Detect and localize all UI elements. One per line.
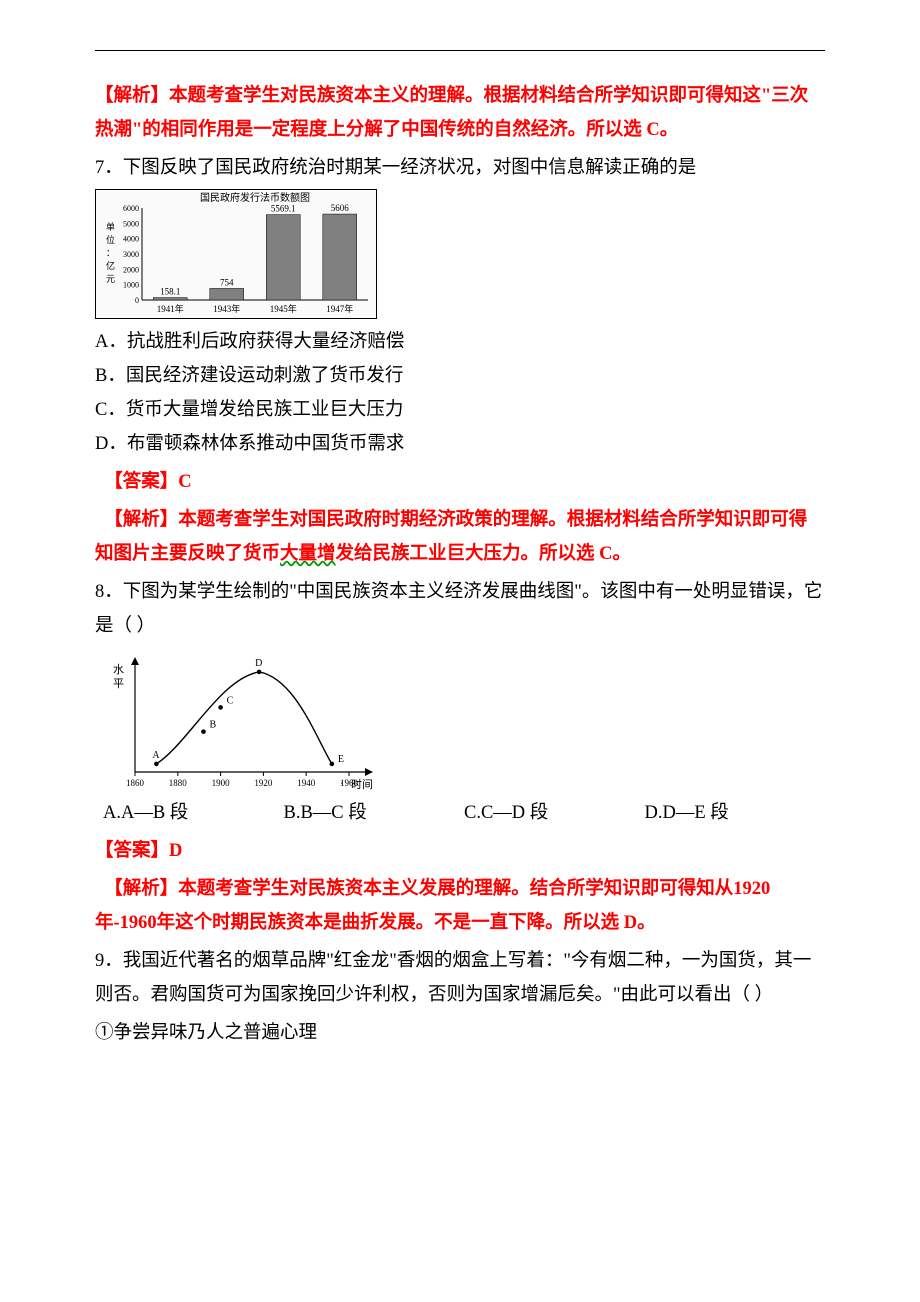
q7-opt-a: A．抗战胜利后政府获得大量经济赔偿	[95, 325, 825, 359]
q7-answer: 【答案】C	[95, 465, 825, 499]
svg-text:国民政府发行法币数额图: 国民政府发行法币数额图	[200, 191, 310, 204]
q8-options: A.A—B 段 B.B—C 段 C.C—D 段 D.D—E 段	[95, 796, 825, 830]
curve-chart-svg: 水平时间186018801900192019401960ABCDE	[97, 649, 397, 794]
svg-text:0: 0	[135, 296, 139, 305]
q8-stem: 8．下图为某学生绘制的"中国民族资本主义经济发展曲线图"。该图中有一处明显错误，…	[95, 575, 825, 643]
svg-text:4000: 4000	[123, 235, 139, 244]
q8-opt-d: D.D—E 段	[645, 796, 826, 830]
svg-text:A: A	[152, 750, 160, 761]
svg-text:1943年: 1943年	[213, 303, 240, 314]
svg-text:平: 平	[113, 678, 124, 690]
q7-opt-d: D．布雷顿森林体系推动中国货币需求	[95, 427, 825, 461]
svg-text:1920: 1920	[254, 778, 273, 788]
svg-text:E: E	[338, 754, 344, 765]
svg-text:1880: 1880	[169, 778, 188, 788]
svg-text:1945年: 1945年	[270, 303, 297, 314]
svg-text:1900: 1900	[212, 778, 231, 788]
top-rule	[95, 50, 825, 51]
q9-stem: 9．我国近代著名的烟草品牌"红金龙"香烟的烟盒上写着："今有烟二种，一为国货，其…	[95, 944, 825, 1012]
svg-text:5569.1: 5569.1	[271, 204, 296, 214]
svg-text:1940: 1940	[297, 778, 316, 788]
q8-answer: 【答案】D	[95, 834, 825, 868]
svg-text:水: 水	[113, 663, 124, 676]
svg-text:1000: 1000	[123, 281, 139, 290]
q9-line1: ①争尝异味乃人之普遍心理	[95, 1016, 825, 1050]
q6-analysis: 【解析】本题考查学生对民族资本主义的理解。根据材料结合所学知识即可得知这"三次热…	[95, 79, 825, 147]
svg-text:2000: 2000	[123, 265, 139, 274]
q7-bar-chart: 国民政府发行法币数额图单位 ： 亿元 0 1000 2000 3000 4000 5000 600…	[95, 189, 377, 319]
svg-text:1941年: 1941年	[157, 303, 184, 314]
svg-text:位: 位	[106, 234, 115, 245]
q7-analysis-ul: 大量增	[280, 544, 336, 564]
svg-text:158.1: 158.1	[160, 287, 180, 297]
q7-stem: 7．下图反映了国民政府统治时期某一经济状况，对图中信息解读正确的是	[95, 151, 825, 185]
q8-curve-chart: 水平时间186018801900192019401960ABCDE	[97, 649, 397, 794]
svg-text:单: 单	[106, 221, 115, 232]
svg-text:D: D	[255, 658, 262, 669]
svg-text:5000: 5000	[123, 219, 139, 228]
svg-text:6000: 6000	[123, 204, 139, 213]
q7-analysis: 【解析】本题考查学生对国民政府时期经济政策的理解。根据材料结合所学知识即可得知图…	[95, 503, 825, 571]
q7-options: A．抗战胜利后政府获得大量经济赔偿 B．国民经济建设运动刺激了货币发行 C．货币…	[95, 325, 825, 461]
q8-analysis: 【解析】本题考查学生对民族资本主义发展的理解。结合所学知识即可得知从1920年-…	[95, 872, 825, 940]
svg-text:B: B	[209, 720, 216, 731]
svg-text:亿: 亿	[106, 260, 115, 271]
svg-text:1947年: 1947年	[326, 303, 353, 314]
bar-chart-svg: 国民政府发行法币数额图单位 ： 亿元 0 1000 2000 3000 4000 5000 600…	[96, 190, 376, 318]
svg-text:元: 元	[106, 274, 115, 284]
q7-analysis-suffix: 发给民族工业巨大压力。所以选 C。	[336, 544, 632, 564]
q8-opt-c: C.C—D 段	[464, 796, 645, 830]
svg-text:：: ：	[106, 248, 115, 258]
q7-opt-b: B．国民经济建设运动刺激了货币发行	[95, 359, 825, 393]
svg-text:754: 754	[220, 277, 234, 287]
q8-opt-b: B.B—C 段	[284, 796, 465, 830]
svg-text:C: C	[227, 695, 234, 706]
svg-text:5606: 5606	[331, 203, 350, 213]
svg-text:1860: 1860	[126, 778, 145, 788]
svg-text:3000: 3000	[123, 250, 139, 259]
q7-opt-c: C．货币大量增发给民族工业巨大压力	[95, 393, 825, 427]
q8-opt-a: A.A—B 段	[95, 796, 284, 830]
